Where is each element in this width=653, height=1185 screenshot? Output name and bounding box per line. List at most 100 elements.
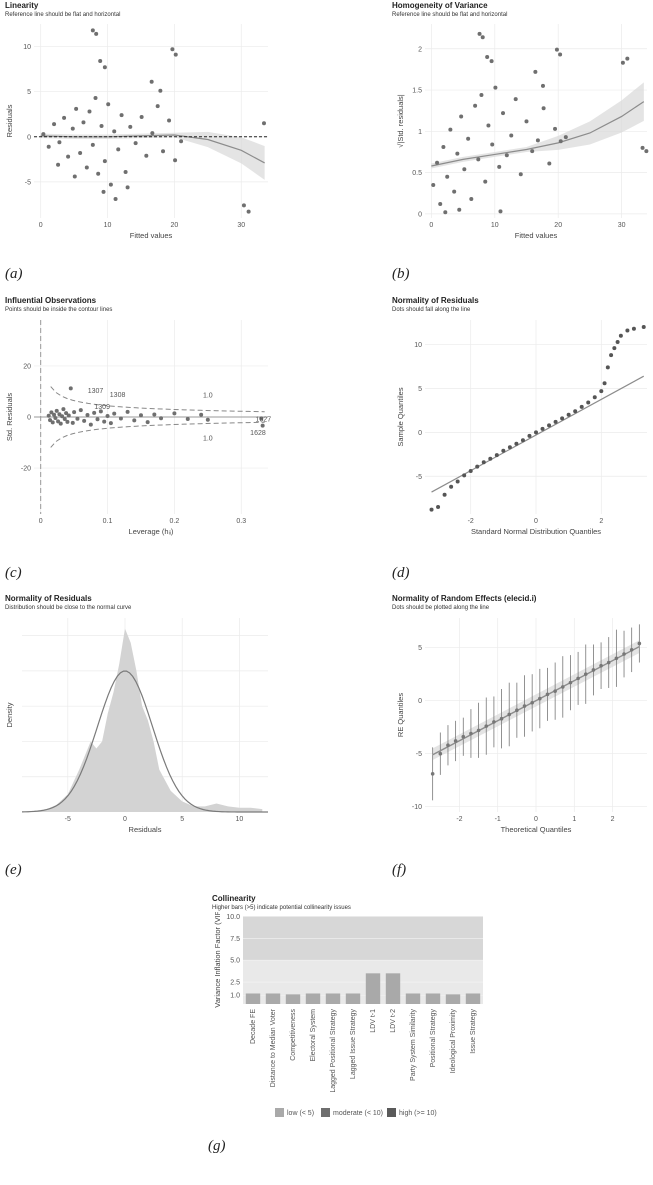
x-tick-label: LDV t-2 [390,1009,397,1033]
data-point [62,417,67,422]
x-tick-label: LDV t-1 [370,1009,377,1033]
data-point [599,389,604,394]
caption-e: (e) [5,862,22,878]
x-tick-label: Lagged Positional Strategy [330,1009,337,1093]
y-tick-label: 1.5 [412,88,422,95]
data-point [98,409,103,414]
data-point [599,663,603,668]
data-point [430,772,435,776]
chart-f-title: Normality of Random Effects (elecid.i) [392,594,537,603]
y-tick-label: -10 [412,804,422,811]
data-point [615,339,620,344]
x-tick-label: 30 [618,222,626,229]
x-axis-label: Standard Normal Distribution Quantiles [471,527,601,536]
data-point [591,668,596,672]
point-label: 1309 [94,404,110,411]
plot-area [34,24,268,218]
data-point [573,409,578,414]
data-point [558,139,563,144]
x-tick-label: 0 [429,222,433,229]
data-point [459,114,464,119]
data-point [172,411,177,416]
data-point [547,423,552,428]
caption-b: (b) [392,266,410,282]
data-point [82,418,87,423]
data-point [179,139,184,144]
data-point [509,133,514,138]
data-point [66,154,71,159]
data-point [443,210,448,215]
data-point [70,420,75,425]
data-point [625,56,630,61]
data-point [431,182,436,187]
data-point [102,65,107,70]
x-tick-label: 2 [611,816,615,823]
data-point [105,413,110,418]
data-point [558,52,563,57]
chart-a-title: Linearity [5,1,39,10]
data-point [125,185,130,190]
data-point [185,417,190,422]
data-point [46,144,51,149]
y-tick-label: 7.5 [230,936,240,943]
data-point [123,169,128,174]
data-point [53,416,58,421]
data-point [640,145,645,150]
data-point [446,743,450,748]
data-point [518,172,523,177]
data-point [145,420,150,425]
data-point [488,456,493,461]
data-point [461,734,466,739]
x-axis-label: Fitted values [515,231,558,240]
data-point [524,119,529,124]
data-point [102,159,107,164]
data-point [99,123,104,128]
data-point [149,79,154,84]
confidence-band [40,131,265,180]
data-point [93,95,98,100]
data-point [72,174,77,179]
data-point [106,102,111,107]
data-point [155,104,160,109]
data-point [161,149,166,154]
data-point [498,209,503,214]
data-point [58,421,63,426]
vif-bar [365,973,381,1004]
y-tick-label: 0 [27,415,31,422]
x-tick-label: 10 [104,222,112,229]
chart-a-linearity: 0 10 20 30 -5 0 5 10 Fitted values Residuals [5,24,268,240]
caption-c: (c) [5,565,22,581]
chart-g-subtitle: Higher bars (>5) indicate potential coll… [212,905,351,911]
x-tick-label: 10 [491,222,499,229]
chart-g-title: Collinearity [212,894,256,903]
data-point [68,386,73,391]
data-point [625,328,630,333]
data-point [167,118,172,123]
data-point [579,404,584,409]
data-point [72,410,77,415]
x-tick-label: -5 [65,816,71,823]
data-point [553,419,558,424]
data-point [95,417,100,422]
y-axis-label: Residuals [5,104,14,137]
data-point [480,35,485,40]
chart-b-homogeneity: 0 10 20 30 0 0.5 1 1.5 2 Fitted values √|Std. resi… [396,24,649,240]
data-point [514,441,519,446]
data-point [476,728,481,733]
data-point [501,448,506,453]
data-point [54,408,59,413]
data-point [483,179,488,184]
data-point [629,648,634,652]
data-point [566,412,571,417]
data-point [499,716,504,721]
data-point [132,418,137,423]
x-axis-label: Fitted values [130,231,173,240]
x-tick-label: Electoral System [310,1009,317,1062]
data-point [50,420,55,425]
data-point [622,652,626,656]
caption-g: (g) [208,1138,226,1154]
chart-b-subtitle: Reference line should be flat and horizo… [392,12,508,18]
data-point [125,409,130,414]
chart-c-title: Influential Observations [5,296,97,305]
caption-f: (f) [392,862,407,878]
